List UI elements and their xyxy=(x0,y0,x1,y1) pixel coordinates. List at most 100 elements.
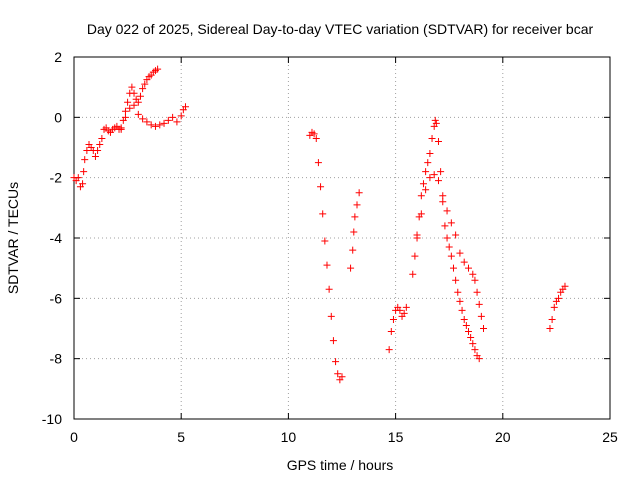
data-point xyxy=(439,198,447,206)
data-point xyxy=(471,346,479,354)
data-point xyxy=(452,276,460,284)
data-point xyxy=(332,358,340,366)
data-point xyxy=(164,116,172,124)
data-point xyxy=(317,183,325,191)
x-tick-label: 0 xyxy=(70,429,78,445)
axes: 0 5 10 15 20 25 -10 -8 -6 -4 -2 0 2 xyxy=(42,49,618,445)
data-point xyxy=(321,237,329,245)
data-series xyxy=(306,128,346,384)
data-point xyxy=(312,134,320,142)
data-point xyxy=(419,180,427,188)
x-tick-label: 20 xyxy=(495,429,511,445)
data-point xyxy=(430,171,438,179)
data-point xyxy=(434,137,442,145)
data-point xyxy=(353,201,361,209)
data-point xyxy=(475,355,483,363)
data-point xyxy=(338,373,346,381)
data-point xyxy=(458,306,466,314)
y-tick-label: -6 xyxy=(50,290,63,306)
data-point xyxy=(181,103,189,111)
data-point xyxy=(130,101,138,109)
data-point xyxy=(134,110,142,118)
data-point xyxy=(546,325,554,332)
data-marks xyxy=(70,65,569,384)
data-point xyxy=(169,113,177,121)
data-point xyxy=(154,65,162,73)
data-point xyxy=(555,294,563,302)
data-point xyxy=(548,315,556,323)
data-point xyxy=(139,115,147,123)
data-point xyxy=(413,234,421,242)
data-series xyxy=(70,65,189,191)
data-point xyxy=(469,270,477,278)
data-point xyxy=(121,113,129,121)
data-point xyxy=(141,80,149,88)
data-point xyxy=(319,210,327,218)
data-point xyxy=(443,207,451,215)
data-point xyxy=(467,334,475,342)
data-point xyxy=(389,315,397,323)
data-point xyxy=(411,252,419,260)
data-point xyxy=(447,252,455,260)
data-point xyxy=(83,147,91,155)
data-point xyxy=(156,121,164,129)
data-point xyxy=(329,337,337,345)
x-tick-label: 5 xyxy=(177,429,185,445)
data-point xyxy=(437,168,445,176)
data-point xyxy=(147,121,155,129)
data-point xyxy=(469,340,477,348)
data-point xyxy=(452,231,460,239)
data-point xyxy=(355,189,363,197)
data-point xyxy=(173,118,181,126)
data-point xyxy=(325,285,333,293)
chart-title: Day 022 of 2025, Sidereal Day-to-day VTE… xyxy=(87,21,594,37)
data-point xyxy=(477,312,485,320)
data-point xyxy=(117,125,125,133)
data-point xyxy=(454,288,462,296)
data-series xyxy=(347,189,363,272)
data-point xyxy=(160,119,168,127)
data-point xyxy=(460,258,468,266)
y-tick-label: -8 xyxy=(50,351,63,367)
data-point xyxy=(432,119,440,127)
data-point xyxy=(385,346,393,354)
data-point xyxy=(422,186,430,194)
x-tick-label: 25 xyxy=(602,429,618,445)
data-point xyxy=(314,159,322,167)
data-point xyxy=(409,270,417,278)
data-point xyxy=(134,98,142,106)
data-point xyxy=(349,246,357,254)
data-point xyxy=(550,303,558,311)
data-point xyxy=(443,234,451,242)
data-point xyxy=(480,325,488,332)
data-point xyxy=(91,153,99,161)
data-point xyxy=(74,174,82,182)
data-point xyxy=(473,288,481,296)
data-point xyxy=(126,104,134,112)
data-point xyxy=(402,303,410,311)
data-point xyxy=(428,134,436,142)
data-point xyxy=(424,159,432,167)
data-point xyxy=(347,264,355,272)
data-point xyxy=(327,312,335,320)
data-point xyxy=(96,140,104,148)
data-point xyxy=(439,192,447,200)
data-point xyxy=(177,112,185,120)
data-point xyxy=(422,168,430,176)
data-point xyxy=(351,213,359,221)
data-point xyxy=(94,147,102,155)
x-tick-label: 15 xyxy=(388,429,404,445)
data-point xyxy=(310,130,318,138)
y-tick-label: -10 xyxy=(42,411,62,427)
data-point xyxy=(462,321,470,329)
y-tick-label: 0 xyxy=(54,109,62,125)
data-point xyxy=(350,228,358,236)
data-point xyxy=(471,276,479,284)
data-point xyxy=(417,210,425,218)
data-point xyxy=(447,219,455,227)
data-series xyxy=(546,282,569,332)
data-point xyxy=(128,83,136,91)
data-point xyxy=(387,328,395,336)
data-point xyxy=(151,122,159,130)
